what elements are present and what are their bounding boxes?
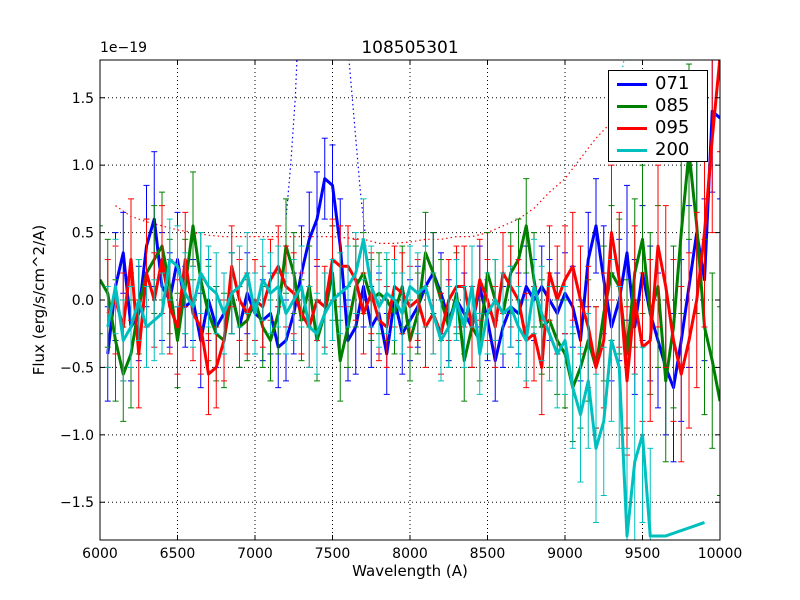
legend-swatch xyxy=(617,105,647,108)
y-tick-label: 0.5 xyxy=(72,226,94,242)
legend-swatch xyxy=(617,127,647,130)
legend-swatch xyxy=(617,83,647,86)
series-line-071 xyxy=(106,109,720,390)
y-tick-label: 1.0 xyxy=(72,158,94,174)
series-line-200 xyxy=(106,237,705,538)
x-tick-label: 6000 xyxy=(82,546,118,562)
y-tick-label: −0.5 xyxy=(60,360,94,376)
x-tick-label: 9000 xyxy=(547,546,583,562)
legend-label: 200 xyxy=(655,139,690,160)
series-line-095 xyxy=(106,60,720,383)
series-200 xyxy=(104,198,705,540)
dotted-line-071-dotted xyxy=(285,60,366,233)
legend-label: 095 xyxy=(655,117,690,138)
x-axis-label: Wavelength (A) xyxy=(352,562,468,580)
legend-item-071: 071 xyxy=(617,73,709,95)
plot-clip-group xyxy=(100,60,720,540)
chart-title: 108505301 xyxy=(361,38,458,58)
x-tick-label: 7500 xyxy=(315,546,351,562)
y-tick-label: 1.5 xyxy=(72,91,94,107)
legend-swatch xyxy=(617,149,647,152)
y-tick-label: 0.0 xyxy=(72,293,94,309)
x-tick-label: 8000 xyxy=(392,546,428,562)
legend-item-085: 085 xyxy=(617,95,709,117)
legend-label: 071 xyxy=(655,73,690,94)
legend: 071 085 095 200 xyxy=(608,70,708,162)
offset-label: 1e−19 xyxy=(100,40,147,56)
x-tick-label: 6500 xyxy=(160,546,196,562)
legend-label: 085 xyxy=(655,95,690,116)
y-axis-label: Flux (erg/s/cm^2/A) xyxy=(30,225,48,376)
x-tick-label: 9500 xyxy=(625,546,661,562)
y-tick-label: −1.5 xyxy=(60,495,94,511)
legend-item-200: 200 xyxy=(617,139,709,161)
x-tick-label: 7000 xyxy=(237,546,273,562)
legend-item-095: 095 xyxy=(617,117,709,139)
y-tick-label: −1.0 xyxy=(60,428,94,444)
plot-area: 6000 6500 7000 7500 8000 8500 9000 9500 10000 −1.… xyxy=(60,59,743,562)
x-tick-label: 10000 xyxy=(698,546,743,562)
x-tick-label: 8500 xyxy=(470,546,506,562)
